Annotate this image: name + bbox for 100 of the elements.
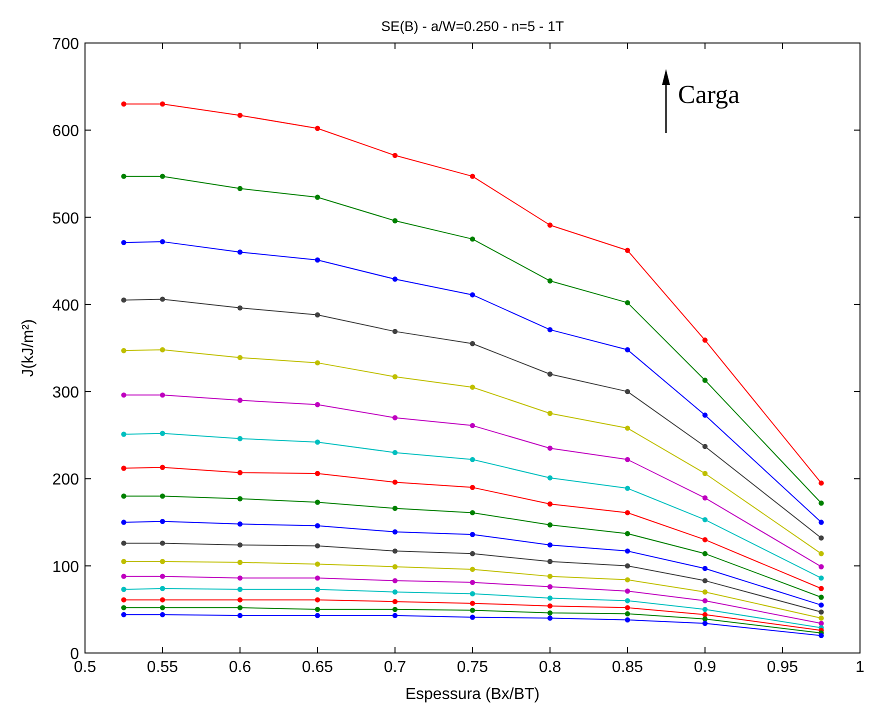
point — [624, 617, 630, 622]
y-axis-title: J(kJ/m²) — [20, 319, 37, 377]
point — [392, 415, 398, 420]
point — [314, 257, 320, 263]
x-tick-label: 0.6 — [228, 659, 252, 676]
point — [470, 422, 476, 428]
point — [392, 606, 398, 612]
point — [470, 236, 476, 242]
point — [314, 586, 320, 592]
point — [392, 529, 398, 534]
point — [547, 446, 553, 451]
point — [160, 574, 166, 579]
point — [547, 278, 553, 284]
point — [237, 586, 243, 592]
point — [624, 611, 630, 616]
point — [624, 605, 630, 610]
point — [392, 480, 398, 485]
point — [160, 558, 166, 564]
point — [237, 250, 243, 255]
point — [470, 608, 476, 613]
point — [702, 620, 708, 626]
point — [624, 300, 630, 306]
point — [470, 580, 476, 586]
point — [818, 520, 824, 525]
point — [818, 500, 824, 506]
point — [121, 605, 126, 610]
point — [121, 348, 126, 354]
point — [237, 470, 243, 476]
x-axis-title: Espessura (Bx/BT) — [405, 686, 540, 703]
point — [624, 563, 630, 568]
point — [818, 609, 824, 615]
point — [470, 456, 476, 462]
point — [237, 112, 243, 118]
point — [624, 577, 630, 582]
point — [121, 466, 126, 471]
point — [314, 612, 320, 618]
point — [237, 612, 243, 618]
point — [237, 398, 243, 403]
y-tick-label: 100 — [52, 558, 80, 576]
point — [547, 410, 553, 416]
point — [392, 564, 398, 570]
point — [547, 327, 553, 332]
point — [392, 218, 398, 224]
point — [547, 222, 553, 228]
point — [314, 440, 320, 445]
point — [702, 444, 708, 450]
point — [121, 174, 126, 179]
point — [547, 610, 553, 616]
point — [624, 456, 630, 462]
point — [314, 500, 320, 505]
point — [392, 276, 398, 282]
point — [624, 426, 630, 431]
point — [121, 494, 126, 499]
point — [237, 575, 243, 581]
point — [121, 101, 126, 107]
point — [160, 518, 166, 524]
point — [818, 602, 824, 608]
point — [818, 632, 824, 638]
point — [160, 347, 166, 352]
point — [547, 372, 553, 377]
point — [314, 575, 320, 581]
point — [547, 616, 553, 621]
point — [160, 494, 166, 499]
point — [547, 501, 553, 507]
point — [702, 606, 708, 612]
point — [237, 605, 243, 610]
point — [702, 612, 708, 618]
point — [470, 292, 476, 298]
point — [470, 532, 476, 538]
point — [702, 598, 708, 604]
point — [702, 470, 708, 476]
point — [314, 194, 320, 200]
point — [547, 596, 553, 601]
point — [237, 354, 243, 360]
point — [470, 510, 476, 516]
point — [470, 591, 476, 596]
chart-title: SE(B) - a/W=0.250 - n=5 - 1T — [381, 18, 564, 34]
point — [392, 612, 398, 618]
point — [160, 239, 166, 244]
point — [160, 296, 166, 302]
point — [121, 432, 126, 437]
point — [314, 360, 320, 366]
point — [624, 588, 630, 594]
point — [237, 305, 243, 311]
point — [624, 486, 630, 491]
point — [818, 480, 824, 486]
point — [160, 174, 166, 179]
point — [818, 551, 824, 556]
x-tick-label: 0.8 — [538, 659, 562, 676]
y-tick-label: 300 — [52, 384, 80, 402]
point — [392, 450, 398, 456]
point — [547, 574, 553, 579]
point — [160, 612, 166, 618]
point — [121, 586, 126, 592]
point — [547, 558, 553, 564]
point — [470, 600, 476, 606]
point — [314, 597, 320, 602]
point — [702, 412, 708, 418]
point — [818, 535, 824, 541]
point — [547, 522, 553, 528]
